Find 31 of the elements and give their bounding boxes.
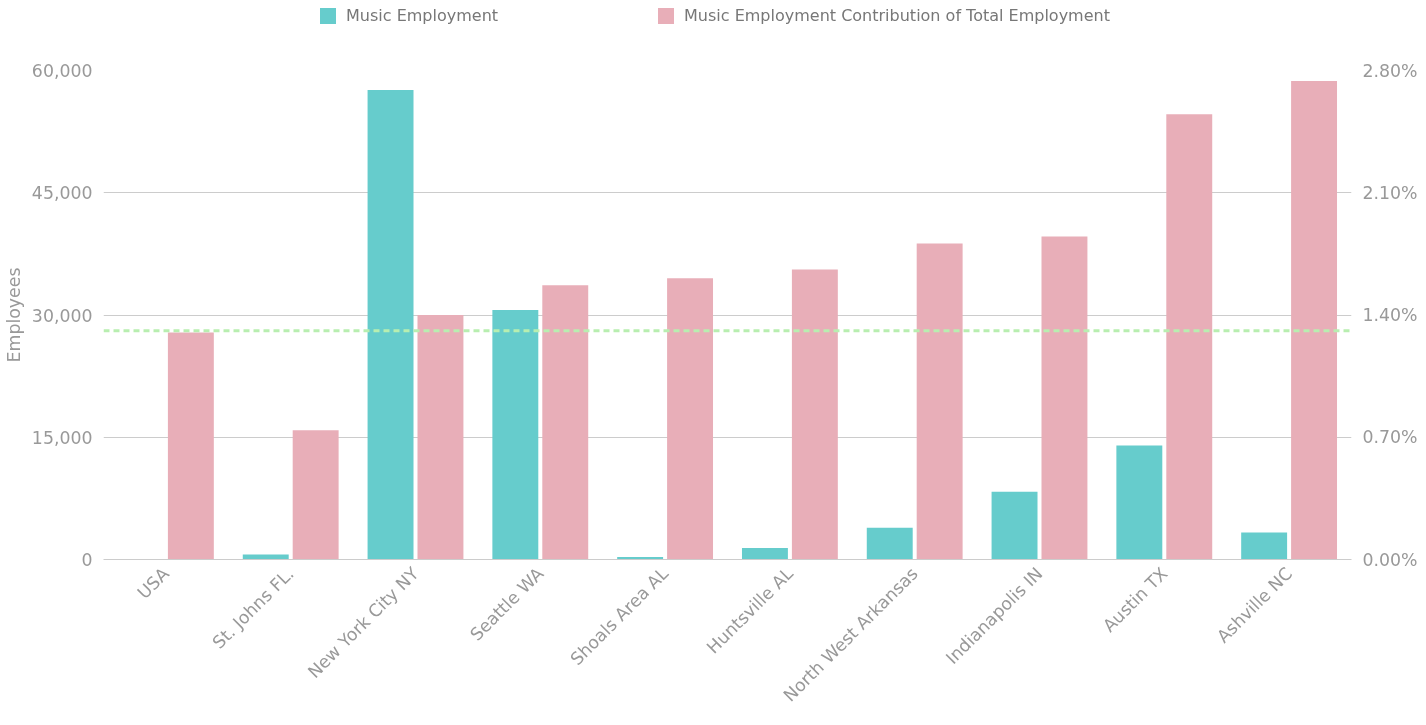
bar <box>1116 445 1163 560</box>
bar <box>667 278 714 560</box>
bar <box>1291 80 1338 560</box>
bar <box>1241 532 1288 560</box>
y-tick-label: 60,000 <box>31 61 93 81</box>
bar <box>492 310 539 560</box>
legend-label: Music Employment <box>346 5 499 27</box>
bar <box>292 430 339 560</box>
y-tick-label: 15,000 <box>31 427 93 448</box>
y2-tick-label: 2.80% <box>1362 60 1418 81</box>
bar <box>1166 114 1213 560</box>
bar <box>367 90 414 560</box>
bar <box>991 491 1038 560</box>
bar <box>741 548 788 560</box>
legend-label: Music Employment Contribution of Total Employment <box>684 5 1110 27</box>
y2-tick-label: 0.70% <box>1362 427 1418 448</box>
bar <box>791 269 838 560</box>
y-tick-label: 30,000 <box>31 305 93 326</box>
y2-tick-label: 1.40% <box>1362 305 1418 325</box>
bar <box>916 243 963 560</box>
bar <box>417 315 464 560</box>
bar <box>866 527 913 560</box>
y-axis-title: Employees <box>3 267 24 363</box>
bar <box>1041 236 1088 560</box>
y-tick-label: 45,000 <box>31 183 93 204</box>
x-tick-label: USA <box>133 563 174 603</box>
y2-tick-label: 0.00% <box>1362 549 1418 570</box>
bar <box>167 332 214 560</box>
y-tick-label: 0 <box>81 550 93 570</box>
y2-tick-label: 2.10% <box>1362 182 1418 203</box>
bar <box>542 285 589 560</box>
